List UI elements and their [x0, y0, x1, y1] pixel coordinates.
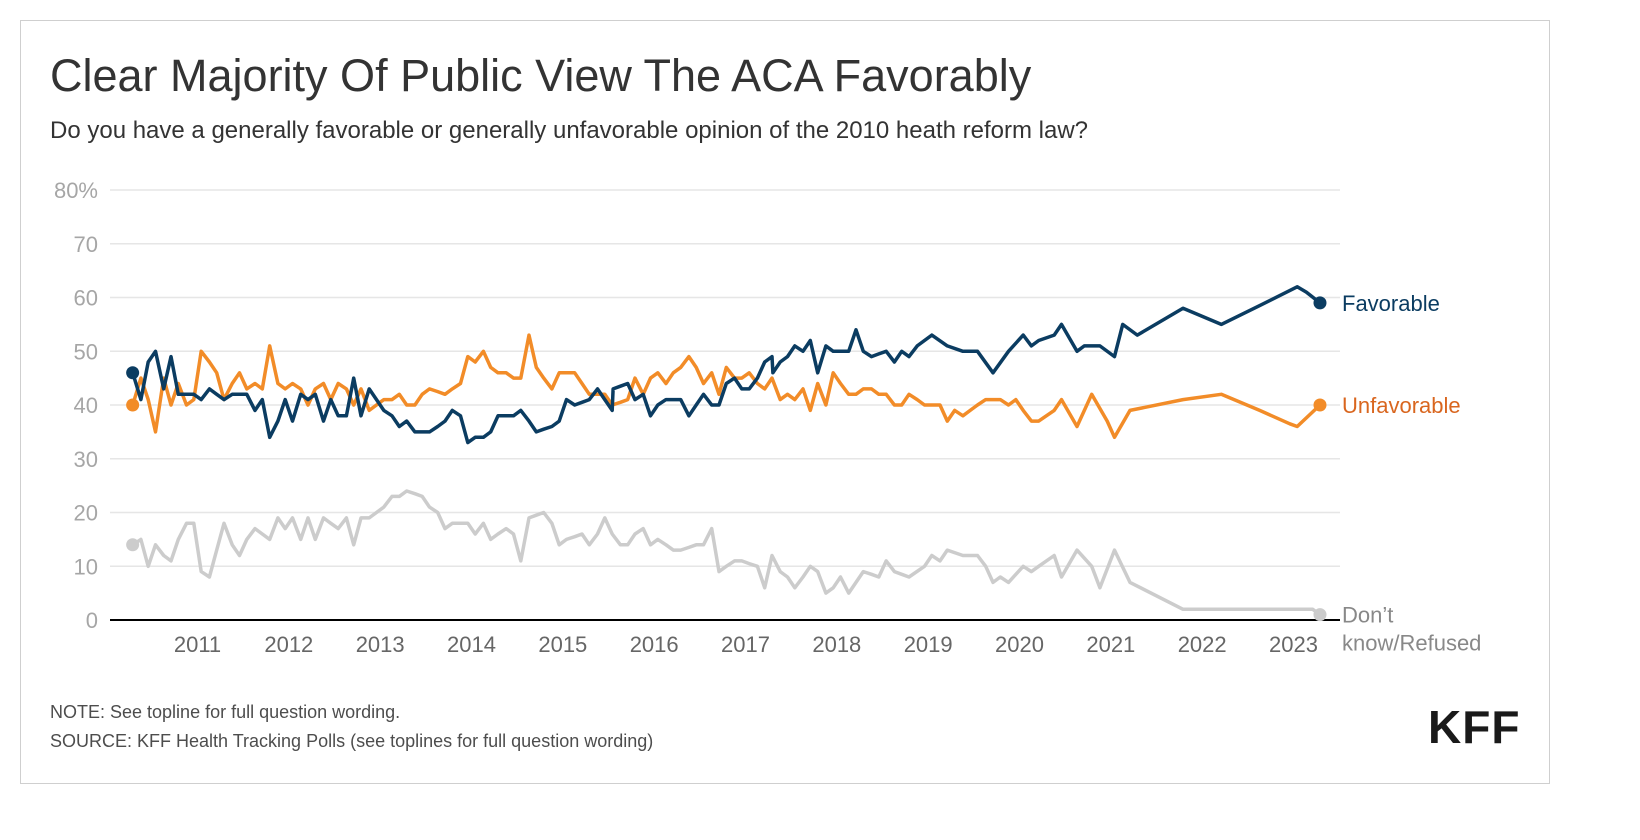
x-tick-label: 2012 [264, 632, 313, 657]
series-line-favorable [130, 285, 1322, 445]
y-tick-label: 60 [74, 286, 98, 311]
y-tick-label: 80% [54, 178, 98, 203]
y-tick-label: 50 [74, 339, 98, 364]
chart-card [20, 20, 1550, 784]
x-tick-label: 2021 [1086, 632, 1135, 657]
chart-subtitle: Do you have a generally favorable or gen… [50, 117, 1088, 144]
x-tick-label: 2020 [995, 632, 1044, 657]
start-point-favorable [126, 366, 140, 380]
y-tick-label: 30 [74, 447, 98, 472]
kff-logo: KFF [1428, 701, 1521, 753]
end-point-favorable [1313, 296, 1327, 310]
end-point-unfavorable [1313, 398, 1327, 412]
chart-note: NOTE: See topline for full question word… [50, 702, 401, 722]
x-tick-label: 2011 [174, 632, 221, 657]
y-tick-label: 70 [74, 232, 98, 257]
x-tick-label: 2014 [447, 632, 496, 657]
series-label-don-t-know-refused: know/Refused [1342, 631, 1481, 656]
end-point-don-t-know-refused [1313, 608, 1327, 622]
series-label-unfavorable: Unfavorable [1342, 393, 1461, 418]
x-tick-label: 2018 [812, 632, 861, 657]
x-tick-label: 2015 [538, 632, 587, 657]
x-tick-label: 2023 [1269, 632, 1318, 657]
y-tick-label: 20 [74, 501, 98, 526]
start-point-don-t-know-refused [126, 538, 140, 552]
x-tick-label: 2013 [356, 632, 405, 657]
series-label-don-t-know-refused: Don’t [1342, 603, 1393, 628]
chart-source: SOURCE: KFF Health Tracking Polls (see t… [50, 731, 654, 751]
series-line-don-t-know-refused [130, 489, 1322, 617]
x-tick-label: 2022 [1178, 632, 1227, 657]
y-tick-label: 0 [86, 608, 98, 633]
x-tick-label: 2016 [630, 632, 679, 657]
y-tick-label: 40 [74, 393, 98, 418]
start-point-unfavorable [126, 398, 140, 412]
x-tick-label: 2019 [904, 632, 953, 657]
chart-title: Clear Majority Of Public View The ACA Fa… [50, 50, 1032, 101]
series-label-favorable: Favorable [1342, 291, 1440, 316]
x-tick-label: 2017 [721, 632, 770, 657]
y-tick-label: 10 [74, 554, 98, 579]
